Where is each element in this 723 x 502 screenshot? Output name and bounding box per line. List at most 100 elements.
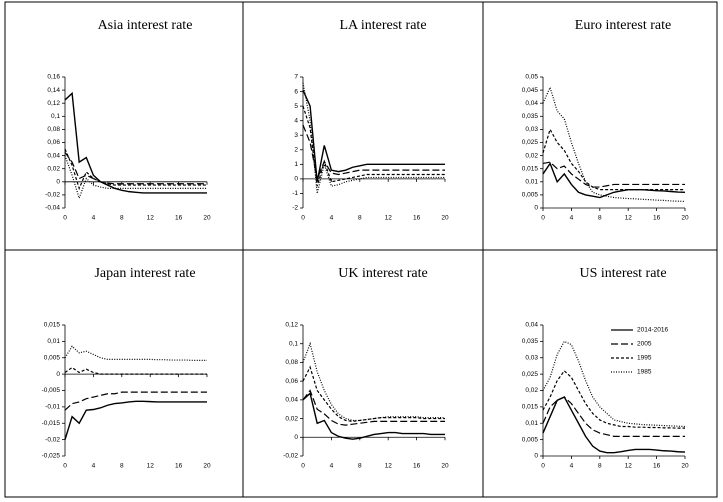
y-tick-label: 0,06 [47, 139, 60, 146]
x-tick-label: 20 [681, 215, 689, 222]
x-tick-label: 4 [330, 215, 334, 222]
panel: Japan interest rate -0,025 -0,02 -0,015 -0,0… [42, 266, 211, 470]
y-tick-label: 0,015 [44, 322, 61, 329]
x-tick-label: 16 [175, 215, 183, 222]
y-tick-label: 0,005 [522, 192, 539, 199]
y-tick-label: 3 [294, 132, 298, 139]
y-tick-label: 0,02 [525, 152, 538, 159]
x-tick-label: 4 [570, 463, 574, 470]
y-tick-label: -1 [292, 190, 298, 197]
y-tick-label: -0,02 [283, 453, 298, 460]
series-line [302, 82, 445, 194]
y-tick-label: 0,015 [522, 165, 539, 172]
x-tick-label: 0 [541, 463, 545, 470]
series-line [64, 391, 207, 411]
series-line [64, 345, 207, 361]
x-tick-label: 4 [330, 463, 334, 470]
panel-title: UK interest rate [338, 266, 427, 281]
panel-title: Asia interest rate [98, 18, 193, 33]
y-tick-label: -0,04 [45, 205, 60, 212]
y-tick-label: 6 [294, 88, 298, 95]
x-tick-label: 12 [385, 215, 393, 222]
series-line [302, 105, 445, 187]
y-tick-label: -0,015 [42, 420, 61, 427]
y-tick-label: 0,05 [525, 74, 538, 81]
y-tick-label: 0,12 [285, 322, 298, 329]
x-tick-label: 20 [203, 463, 211, 470]
panel-title: US interest rate [579, 266, 666, 281]
x-tick-label: 0 [301, 215, 305, 222]
y-tick-label: 0 [294, 434, 298, 441]
series-line [542, 369, 685, 429]
series-line [542, 161, 685, 188]
y-tick-label: 1 [294, 161, 298, 168]
y-tick-label: 0,005 [44, 354, 61, 361]
series-line [542, 161, 686, 199]
x-tick-label: 0 [63, 215, 67, 222]
x-tick-label: 12 [385, 463, 393, 470]
series-line [302, 389, 445, 426]
y-tick-label: 0 [534, 453, 538, 460]
y-tick-label: 0,02 [285, 415, 298, 422]
x-tick-label: 12 [147, 215, 155, 222]
y-tick-label: 0,1 [289, 340, 298, 347]
y-tick-label: 0,1 [51, 113, 60, 120]
y-tick-label: -0,005 [42, 387, 61, 394]
x-tick-label: 8 [598, 215, 602, 222]
y-tick-label: 0,04 [525, 100, 538, 107]
series-line [64, 400, 207, 440]
series-line [64, 366, 207, 375]
x-tick-label: 4 [570, 215, 574, 222]
y-tick-label: 0,035 [522, 338, 539, 345]
legend-label: 2014-2016 [637, 327, 668, 334]
y-tick-label: 0,14 [47, 87, 60, 94]
y-tick-label: 0 [56, 371, 60, 378]
x-tick-label: 20 [441, 463, 449, 470]
y-tick-label: 0,04 [285, 397, 298, 404]
legend-label: 1995 [637, 355, 652, 362]
y-tick-label: 0,06 [285, 378, 298, 385]
y-tick-label: 4 [294, 117, 298, 124]
y-tick-label: 0,04 [47, 152, 60, 159]
legend-label: 2005 [637, 341, 652, 348]
series-line [542, 85, 686, 203]
x-tick-label: 12 [625, 215, 633, 222]
x-tick-label: 20 [441, 215, 449, 222]
y-tick-label: -0,02 [45, 436, 60, 443]
y-tick-label: 0,08 [47, 126, 60, 133]
panel: UK interest rate-0,0200,020,040,060,080,… [283, 266, 449, 470]
series-line [542, 396, 686, 454]
y-tick-label: 7 [294, 74, 298, 81]
x-tick-label: 8 [120, 215, 124, 222]
y-tick-label: 0,12 [47, 100, 60, 107]
x-tick-label: 12 [147, 463, 155, 470]
y-tick-label: 0,03 [525, 354, 538, 361]
series-line [542, 396, 685, 437]
y-tick-label: -2 [292, 205, 298, 212]
y-tick-label: 0 [56, 179, 60, 186]
series-line [542, 127, 685, 191]
series-line [302, 365, 445, 422]
y-tick-label: 0,16 [47, 74, 60, 81]
y-tick-label: 0 [294, 176, 298, 183]
x-tick-label: 16 [653, 215, 661, 222]
y-tick-label: 0,02 [47, 165, 60, 172]
y-tick-label: 0 [534, 205, 538, 212]
series-line [302, 89, 445, 182]
series-line [64, 155, 207, 201]
panel: Asia interest rate -0,04 -0,02 0 0,02 0,04 0,0… [45, 18, 211, 222]
x-tick-label: 16 [175, 463, 183, 470]
y-tick-label: 0,02 [525, 387, 538, 394]
y-tick-label: 0,015 [522, 404, 539, 411]
panel: Euro interest rate 0 0,005 0,01 0,015 0,02 0,0… [522, 18, 689, 222]
legend-label: 1985 [637, 369, 652, 376]
x-tick-label: 4 [92, 215, 96, 222]
x-tick-label: 16 [653, 463, 661, 470]
y-tick-label: -0,01 [45, 404, 60, 411]
series-line [302, 341, 445, 422]
panel-title: Euro interest rate [575, 18, 671, 33]
x-tick-label: 8 [358, 463, 362, 470]
y-tick-label: 0,045 [522, 87, 539, 94]
y-tick-label: 0,04 [525, 322, 538, 329]
